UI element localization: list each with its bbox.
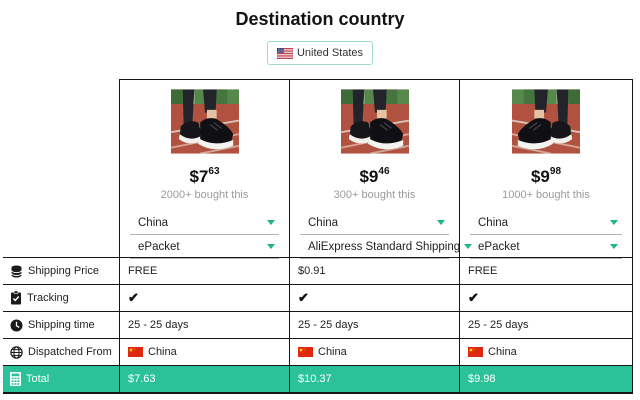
shipping-time-row: Shipping time 25 - 25 days 25 - 25 days … [3, 311, 633, 338]
tracking-cell: ✔ [459, 284, 633, 311]
destination-country-label: United States [296, 47, 364, 59]
label-column-spacer [3, 79, 119, 257]
price: $763 [189, 166, 220, 186]
sneakers-photo-icon [511, 89, 581, 155]
dispatched-from-row: Dispatched From China China [3, 338, 633, 365]
shipping-time-cell: 25 - 25 days [459, 311, 633, 338]
shipping-price-cell: FREE [119, 257, 289, 284]
china-flag-icon [468, 347, 483, 357]
tracking-row: Tracking ✔ ✔ ✔ [3, 284, 633, 311]
shipping-method-select[interactable]: ePacket [470, 235, 622, 259]
globe-icon [10, 345, 23, 359]
origin-country-select[interactable]: China [300, 211, 449, 235]
coins-icon [11, 265, 22, 277]
total-cell: $9.98 [459, 365, 633, 394]
select-group: China AliExpress Standard Shipping [290, 211, 473, 259]
page-title: Destination country [235, 9, 405, 29]
product-card-3[interactable]: $998 1000+ bought this China ePacket [459, 79, 633, 259]
shipping-method-select[interactable]: AliExpress Standard Shipping [300, 235, 473, 259]
row-label-shipping-price: Shipping Price [3, 257, 119, 284]
product-image-1 [170, 89, 239, 155]
select-group: China ePacket [460, 211, 632, 259]
tracking-cell: ✔ [289, 284, 459, 311]
sneakers-photo-icon [340, 89, 409, 155]
shipping-time-cell: 25 - 25 days [119, 311, 289, 338]
shipping-time-cell: 25 - 25 days [289, 311, 459, 338]
price: $946 [359, 166, 390, 186]
comparison-table: $763 2000+ bought this China ePacket [3, 79, 633, 394]
row-label-shipping-time: Shipping time [3, 311, 119, 338]
dispatched-from-cell: China [119, 338, 289, 365]
bought-count: 1000+ bought this [502, 189, 590, 201]
shipping-price-cell: FREE [459, 257, 633, 284]
total-row: Total $7.63 $10.37 $9.98 [3, 365, 633, 394]
shipping-method-select[interactable]: ePacket [130, 235, 279, 259]
clipboard-check-icon [11, 291, 21, 305]
checkmark-icon: ✔ [128, 290, 139, 305]
chevron-down-icon [610, 244, 618, 249]
price: $998 [530, 166, 562, 186]
dispatched-from-cell: China [289, 338, 459, 365]
sneakers-photo-icon [170, 89, 239, 155]
calculator-icon [10, 372, 21, 386]
product-image-2 [340, 89, 409, 155]
product-card-1[interactable]: $763 2000+ bought this China ePacket [119, 79, 289, 259]
checkmark-icon: ✔ [298, 290, 309, 305]
checkmark-icon: ✔ [468, 290, 479, 305]
total-cell: $10.37 [289, 365, 459, 394]
us-flag-icon [276, 47, 293, 59]
product-image-3 [511, 89, 581, 155]
bought-count: 300+ bought this [333, 189, 416, 201]
chevron-down-icon [464, 244, 473, 249]
chevron-down-icon [267, 244, 275, 249]
destination-country-selector[interactable]: United States [266, 41, 374, 65]
china-flag-icon [298, 347, 313, 357]
total-cell: $7.63 [119, 365, 289, 394]
origin-country-select[interactable]: China [130, 211, 279, 235]
chevron-down-icon [610, 220, 618, 225]
bought-count: 2000+ bought this [160, 189, 249, 201]
dispatched-from-cell: China [459, 338, 633, 365]
product-cards-row: $763 2000+ bought this China ePacket [3, 79, 633, 259]
row-label-total: Total [3, 365, 119, 394]
chevron-down-icon [437, 220, 445, 225]
shipping-price-cell: $0.91 [289, 257, 459, 284]
china-flag-icon [128, 347, 143, 357]
product-card-2[interactable]: $946 300+ bought this China AliExpress S… [289, 79, 473, 259]
row-label-dispatched-from: Dispatched From [3, 338, 119, 365]
chevron-down-icon [267, 220, 275, 225]
clock-icon [10, 319, 23, 331]
tracking-cell: ✔ [119, 284, 289, 311]
origin-country-select[interactable]: China [470, 211, 622, 235]
row-label-tracking: Tracking [3, 284, 119, 311]
shipping-price-row: Shipping Price FREE $0.91 FREE [3, 257, 633, 284]
select-group: China ePacket [120, 211, 289, 259]
